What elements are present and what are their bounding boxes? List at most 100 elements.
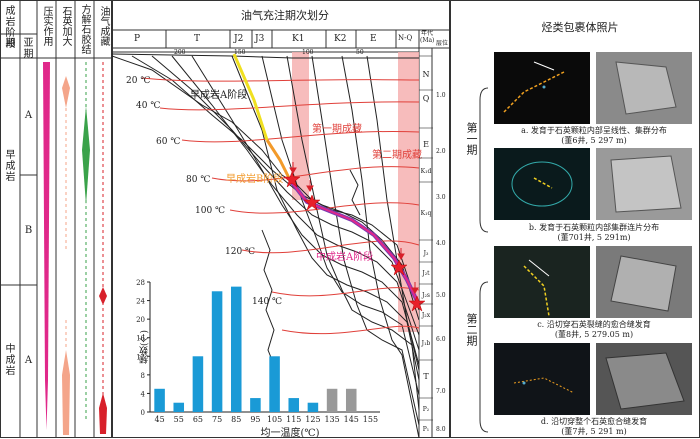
histogram-xticks: 45 55 65 75 85 95 105 115 125 135 145 155: [154, 415, 378, 424]
histogram-xtick-125: 125: [305, 415, 320, 424]
stratum-k1q: K₁q: [420, 210, 432, 217]
caption-a-line2: (董6井, 5 297 m): [561, 136, 627, 145]
histogram-bar-135: [326, 388, 338, 412]
photo-c-fluorescence: [494, 246, 590, 318]
stratum-p1: P₁: [422, 426, 430, 433]
label-mid-a: 中成岩A阶段: [316, 252, 374, 263]
histogram-bar-125: [307, 402, 319, 412]
label-early-a: 早成岩A阶段: [190, 90, 248, 101]
era-j2: J2: [234, 34, 244, 44]
histogram-ylabel: 频数(个): [140, 330, 150, 365]
subperiod-a2: A: [24, 355, 33, 366]
star-1: [283, 171, 301, 188]
histogram-bar-145: [345, 388, 357, 412]
tick-100: 100: [302, 49, 314, 56]
temp-60: 60 ℃: [156, 137, 181, 147]
tick-150: 150: [234, 49, 246, 56]
tick-200: 200: [174, 49, 186, 56]
layer-axis-label: 层位: [435, 40, 448, 47]
photo-a-fluorescence: [494, 52, 590, 124]
caption-b: b. 发育于石英颗粒内部集群连片分布 (董701井, 5 291m): [494, 223, 694, 243]
histogram-bar-45: [154, 388, 165, 412]
stratum-t: T: [423, 372, 429, 381]
temp-120: 120 ℃: [225, 247, 256, 257]
stratum-q: Q: [422, 94, 430, 103]
photo-d-transmitted: [596, 343, 692, 415]
photo-d-fluorescence: [494, 343, 590, 415]
era-k2: K2: [334, 34, 347, 44]
histogram-xtick-155: 155: [363, 415, 378, 424]
caption-a-line1: a. 发育于石英颗粒内部呈线性、集群分布: [521, 126, 667, 135]
depth-4: 4.0: [436, 240, 446, 247]
photo-a-transmitted: [596, 52, 692, 124]
era-t: T: [194, 34, 201, 44]
stratum-p2: P₂: [422, 406, 430, 413]
histogram-xtick-45: 45: [154, 415, 164, 424]
histogram-xtick-55: 55: [174, 415, 184, 424]
depth-1: 1.0: [436, 92, 446, 99]
histogram-bar-85: [230, 286, 242, 412]
subperiod-b: B: [24, 225, 33, 236]
histogram-axes: [149, 282, 380, 413]
caption-b-line1: b. 发育于石英颗粒内部集群连片分布: [528, 223, 660, 232]
caption-b-line2: (董701井, 5 291m): [557, 233, 631, 242]
label-early-b: 早成岩B阶段: [226, 174, 284, 185]
stratum-j3: J₃: [423, 250, 429, 257]
histogram-xtick-75: 75: [212, 415, 222, 424]
photo-c-transmitted: [596, 246, 692, 318]
temp-20: 20 ℃: [126, 76, 151, 86]
histogram-xtick-145: 145: [344, 415, 359, 424]
histogram-bar-75: [211, 291, 223, 412]
histogram-bar-55: [173, 402, 185, 412]
histogram-ytick-20: 20: [136, 316, 145, 324]
center-title: 油气充注期次划分: [241, 9, 329, 22]
era-k1: K1: [292, 34, 305, 44]
star-3: [390, 259, 408, 276]
histogram-ytick-4: 4: [141, 390, 146, 398]
era-nq: N-Q: [398, 34, 413, 42]
header-period: 期: [5, 38, 16, 49]
era-p: P: [134, 34, 141, 44]
caption-d: d. 沿切穿整个石英愈合缝发育 (董7井, 5 291 m): [494, 417, 694, 437]
histogram-bar-105: [269, 356, 280, 412]
stratum-j1b: J₁b: [421, 340, 431, 347]
era-j3: J3: [255, 34, 265, 44]
photo-b-fluorescence: [494, 148, 590, 220]
label-phase1: 第一期成藏: [312, 124, 362, 135]
histogram-xtick-105: 105: [267, 415, 282, 424]
histogram-xtick-85: 85: [231, 415, 241, 424]
stage-mid: 中成岩: [5, 344, 16, 377]
temp-100: 100 ℃: [195, 206, 226, 216]
subperiod-a1: A: [24, 110, 33, 121]
histogram-bar-95: [250, 398, 261, 412]
histogram-bar-65: [192, 356, 204, 412]
histogram-ytick-24: 24: [136, 298, 145, 306]
charging-diagram: 0 4 8 12 16 20 24 28 45 55 65 75 85 95 105 115 125 135 14…: [112, 0, 450, 438]
histogram-ytick-12: 12: [136, 353, 145, 361]
header-stage: 成岩阶段: [5, 6, 16, 50]
age-axis-label: 年代(Ma): [420, 30, 435, 44]
strata-dividers: [419, 89, 433, 421]
photo-b-transmitted: [596, 148, 692, 220]
orange-curve: [265, 139, 292, 181]
quartz-shape-2: [62, 350, 70, 435]
caption-c-line1: c. 沿切穿石英裂缝的愈合缝发育: [537, 320, 651, 329]
depth-5: 5.0: [436, 292, 446, 299]
histogram-xlabel: 均一温度(℃): [260, 428, 320, 439]
yellow-curve: [232, 53, 269, 141]
depth-3: 3.0: [436, 194, 446, 201]
stratum-j2s: J₂s: [422, 292, 430, 299]
depth-8: 8.0: [436, 426, 446, 433]
stratum-j2t: J₂t: [422, 270, 430, 277]
histogram-xtick-95: 95: [250, 415, 260, 424]
header-compaction: 压实作用: [41, 6, 52, 46]
histogram-ytick-0: 0: [141, 409, 145, 417]
depth-7: 7.0: [436, 388, 446, 395]
histogram-ytick-16: 16: [136, 335, 145, 343]
era-labels: P T J2 J3 K1 K2 E N-Q: [112, 34, 450, 48]
caption-c-line2: (董8井, 5 279.05 m): [554, 330, 634, 339]
caption-d-line2: (董7井, 5 291 m): [561, 427, 627, 436]
calcite-shape: [82, 106, 90, 205]
stratum-k1d: K₁d: [420, 168, 432, 175]
